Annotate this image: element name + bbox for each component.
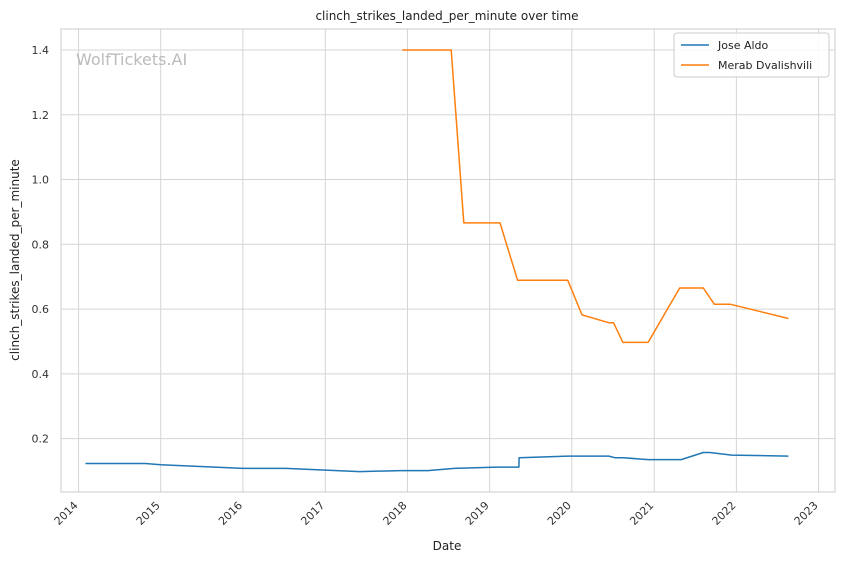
y-tick-label: 0.2 xyxy=(32,433,50,446)
y-tick-label: 0.6 xyxy=(32,303,50,316)
watermark: WolfTickets.AI xyxy=(76,50,187,69)
y-tick-label: 1.2 xyxy=(32,109,50,122)
legend: Jose Aldo Merab Dvalishvili xyxy=(673,32,830,78)
legend-label: Merab Dvalishvili xyxy=(718,59,812,72)
x-axis-title: Date xyxy=(433,539,462,553)
y-tick-label: 0.8 xyxy=(32,238,50,251)
y-tick-labels: 0.2 0.4 0.6 0.8 1.0 1.2 1.4 xyxy=(32,44,50,446)
series-line-2 xyxy=(402,49,789,344)
y-tick-label: 0.4 xyxy=(32,368,50,381)
series-line-1 xyxy=(85,451,789,473)
legend-box xyxy=(673,32,830,78)
plot-frame xyxy=(60,28,836,493)
chart-title: clinch_strikes_landed_per_minute over ti… xyxy=(315,9,578,23)
y-tick-label: 1.4 xyxy=(32,44,50,57)
y-axis-title: clinch_strikes_landed_per_minute xyxy=(8,159,22,361)
y-tick-label: 1.0 xyxy=(32,174,50,187)
legend-label: Jose Aldo xyxy=(717,39,769,52)
series-lines xyxy=(85,49,789,473)
